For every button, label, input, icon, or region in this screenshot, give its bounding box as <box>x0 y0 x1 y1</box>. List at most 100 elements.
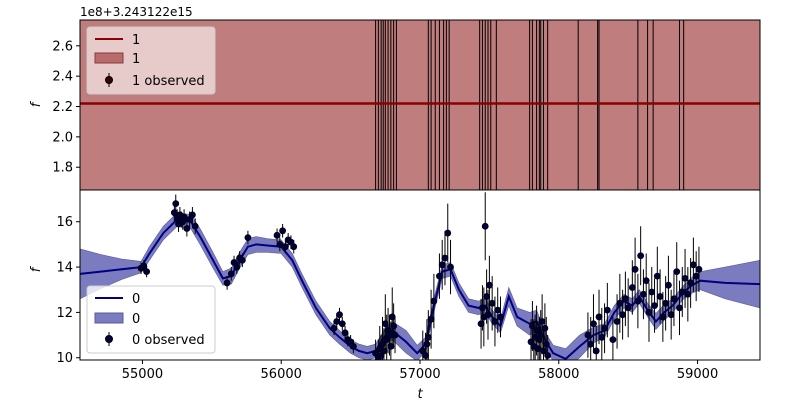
bottom-observed-point <box>477 320 485 328</box>
bottom-observed-point <box>676 304 683 312</box>
bottom-observed-point <box>349 342 357 350</box>
bottom-observed-point <box>494 306 502 314</box>
bottom-observed-point <box>687 279 695 287</box>
bottom-observed-point <box>438 261 446 269</box>
bottom-observed-point <box>481 222 489 230</box>
bottom-observed-point <box>659 313 667 321</box>
bottom-observed-point <box>603 306 611 314</box>
bottom-legend-band-swatch <box>94 312 124 324</box>
bottom-observed-point <box>673 268 681 276</box>
top-legend: 1 1 1 observed <box>86 26 216 95</box>
bottom-observed-point <box>180 213 188 221</box>
bottom-observed-point <box>678 288 686 296</box>
top-y-tick-label: 2.4 <box>52 70 73 85</box>
bottom-legend-line-label: 0 <box>132 292 140 307</box>
top-offset-label: 1e8+3.243122e15 <box>80 5 193 19</box>
top-y-axis-label: f <box>29 100 44 107</box>
bottom-observed-point <box>681 274 689 282</box>
top-legend-band-label: 1 <box>132 52 140 67</box>
bottom-observed-point <box>341 329 349 337</box>
bottom-observed-point <box>595 313 603 321</box>
bottom-observed-point <box>386 331 393 339</box>
bottom-y-tick-label: 16 <box>56 215 73 230</box>
bottom-observed-point <box>584 331 592 339</box>
bottom-panel: 10 12 14 16 55000 56000 57000 58000 59000 f t 0… <box>29 189 761 400</box>
bottom-observed-point <box>656 293 664 300</box>
bottom-observed-point <box>330 324 338 332</box>
bottom-observed-point <box>191 222 199 230</box>
bottom-observed-point <box>244 234 252 242</box>
bottom-observed-point <box>619 311 627 319</box>
bottom-observed-point <box>281 243 289 251</box>
bottom-observed-point <box>667 311 675 319</box>
bottom-x-tick-label: 57000 <box>399 367 440 382</box>
bottom-observed-point <box>616 299 624 307</box>
top-observed-lines <box>375 20 685 190</box>
bottom-observed-point <box>273 231 281 239</box>
bottom-legend-obs-label: 0 observed <box>132 333 205 348</box>
bottom-observed-point <box>637 252 645 260</box>
bottom-x-tick-label: 59000 <box>677 367 718 382</box>
bottom-observed-point <box>537 331 545 339</box>
bottom-observed-point <box>338 320 346 328</box>
bottom-observed-point <box>336 311 343 319</box>
bottom-observed-point <box>390 322 398 330</box>
bottom-observed-point <box>427 315 435 323</box>
bottom-legend: 0 0 0 observed <box>86 285 216 354</box>
bottom-observed-point <box>542 340 550 348</box>
bottom-observed-point <box>642 277 650 285</box>
bottom-observed-point <box>491 318 499 325</box>
bottom-observed-point <box>479 304 486 312</box>
bottom-observed-point <box>380 347 388 355</box>
bottom-x-tick-label: 56000 <box>261 367 302 382</box>
bottom-observed-point <box>483 293 491 300</box>
bottom-x-tick-label: 55000 <box>122 367 163 382</box>
bottom-observed-point <box>140 262 148 270</box>
bottom-observed-point <box>590 320 597 328</box>
bottom-observed-point <box>183 225 191 232</box>
bottom-observed-point <box>279 227 287 235</box>
bottom-observed-point <box>387 342 395 350</box>
bottom-observed-point <box>587 340 595 348</box>
bottom-observed-point <box>423 340 431 348</box>
bottom-observed-point <box>538 318 546 325</box>
bottom-observed-point <box>189 211 196 219</box>
top-y-tick-label: 2.2 <box>52 100 73 115</box>
bottom-observed-point <box>172 200 180 208</box>
bottom-observed-point <box>601 324 608 332</box>
bottom-observed-point <box>484 311 492 319</box>
top-y-tick-label: 2.6 <box>52 39 73 54</box>
bottom-legend-obs-marker <box>105 335 113 343</box>
bottom-observed-point <box>634 297 642 305</box>
bottom-observed-point <box>684 290 692 298</box>
bottom-observed-point <box>648 288 656 296</box>
top-legend-line-label: 1 <box>132 33 140 48</box>
bottom-observed-point <box>598 333 606 341</box>
bottom-observed-point <box>485 281 493 289</box>
top-y-tick-label: 1.8 <box>52 161 73 176</box>
bottom-observed-point <box>609 336 617 344</box>
bottom-observed-point <box>422 352 429 359</box>
bottom-observed-point <box>662 299 670 307</box>
bottom-observed-point <box>692 272 700 280</box>
bottom-observed-point <box>424 333 432 341</box>
bottom-x-ticks: 55000 56000 57000 58000 59000 <box>122 360 718 382</box>
bottom-y-tick-label: 10 <box>56 351 73 366</box>
bottom-observed-point <box>441 254 449 262</box>
top-legend-band-swatch <box>94 52 124 64</box>
bottom-observed-point <box>497 313 504 321</box>
bottom-observed-point <box>430 297 438 305</box>
bottom-observed-point <box>613 318 621 325</box>
bottom-observed-point <box>447 263 454 271</box>
bottom-observed-point <box>653 272 661 280</box>
bottom-observed-point <box>444 229 452 237</box>
bottom-observed-point <box>592 347 600 355</box>
top-y-ticks: 1.8 2.0 2.2 2.4 2.6 <box>52 39 80 176</box>
bottom-observed-point <box>544 352 552 359</box>
bottom-confidence-band <box>80 212 760 360</box>
bottom-x-tick-label: 58000 <box>538 367 579 382</box>
bottom-observed-point <box>143 268 151 276</box>
bottom-observed-point <box>381 320 389 328</box>
bottom-legend-band-label: 0 <box>132 312 140 327</box>
